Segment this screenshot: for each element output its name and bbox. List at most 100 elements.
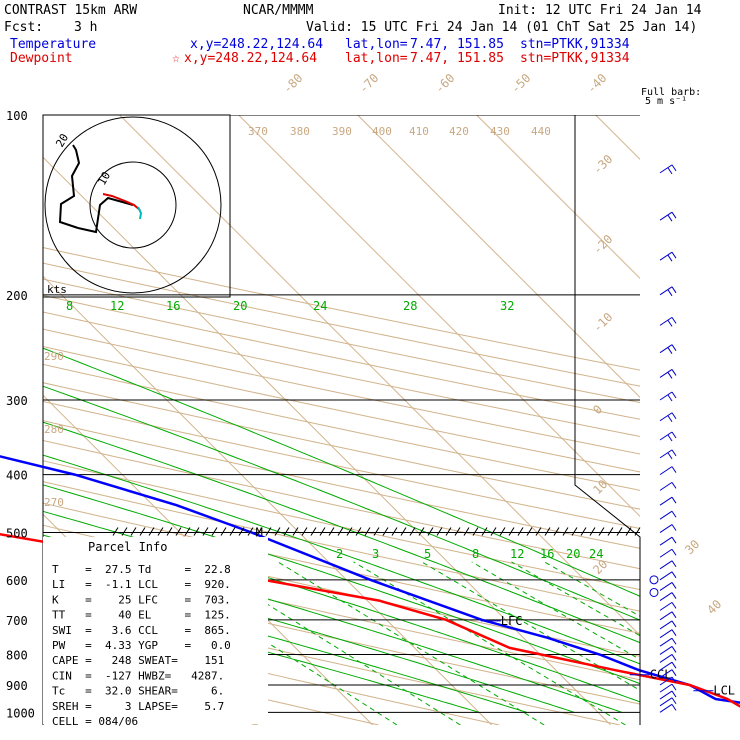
theta-label: 290 [44, 350, 64, 363]
parcel-row: CIN = -127 HWBZ= 4287. [52, 669, 224, 682]
wind-barb [659, 637, 677, 647]
freezing-hatch [346, 527, 353, 536]
freezing-hatch [229, 527, 236, 536]
freezing-hatch [319, 527, 326, 536]
freezing-hatch [454, 527, 461, 536]
dry-adiabat-line [43, 571, 640, 705]
freezing-hatch [175, 527, 182, 536]
freezing-hatch [544, 527, 551, 536]
theta-label: 420 [449, 125, 469, 138]
hodograph-ring-20 [44, 116, 222, 294]
freezing-hatch [301, 527, 308, 536]
freezing-hatch [328, 527, 335, 536]
wind-barb [659, 676, 677, 686]
hodograph-trace [58, 144, 81, 229]
plot-boundary [574, 115, 641, 725]
freezing-hatch [409, 527, 416, 536]
freezing-hatch [112, 527, 119, 536]
freezing-hatch [508, 527, 515, 536]
isotherm-label: -80 [280, 71, 305, 96]
wind-barb [659, 560, 677, 570]
moist-adiabat-label: 28 [403, 299, 417, 313]
mixing-ratio-label: 24 [589, 547, 603, 561]
dry-adiabat-line [43, 328, 640, 455]
parcel-row: SREH = 3 LAPSE= 5.7 [52, 700, 224, 713]
freezing-hatch [292, 527, 299, 536]
freezing-hatch [121, 527, 128, 536]
mixing-ratio-line [544, 561, 640, 617]
mixing-ratio-label: 8 [472, 547, 479, 561]
parcel-row: TT = 40 EL = 125. [52, 609, 231, 622]
parcel-row: T = 27.5 Td = 22.8 [52, 563, 231, 576]
dry-adiabat-line [43, 311, 640, 437]
isotherm-label: 0 [590, 402, 605, 417]
wind-barb [659, 690, 677, 700]
mixing-ratio-label: 5 [424, 547, 431, 561]
wind-barb [659, 669, 677, 679]
calm-wind-icon [649, 587, 659, 597]
freezing-hatch [517, 527, 524, 536]
freezing-hatch [589, 527, 596, 536]
freezing-hatch [481, 527, 488, 536]
freezing-hatch [283, 527, 290, 536]
pressure-tick-label: 100 [6, 109, 28, 123]
freezing-hatch [247, 527, 254, 536]
parcel-row: LI = -1.1 LCL = 920. [52, 578, 231, 591]
hodograph-frame [42, 114, 231, 298]
wind-barb [659, 316, 677, 327]
dewpoint-trace [0, 532, 740, 708]
freezing-hatch [634, 527, 641, 536]
freezing-hatch [391, 527, 398, 536]
freezing-hatch [580, 527, 587, 536]
dry-adiabat-line [43, 620, 500, 725]
moist-adiabat-label: 12 [110, 299, 124, 313]
wind-barb [659, 661, 677, 671]
pressure-tick-label: 700 [6, 614, 28, 628]
freezing-hatch [598, 527, 605, 536]
wind-barb [659, 581, 677, 591]
wind-barb [659, 611, 677, 621]
freezing-hatch [265, 527, 272, 536]
valid-time: Valid: 15 UTC Fri 24 Jan 14 (01 ChT Sat … [306, 20, 697, 35]
dry-adiabat-line [43, 481, 640, 612]
parcel-row: CAPE = 248 SWEAT= 151 [52, 654, 224, 667]
freezing-hatch [526, 527, 533, 536]
isotherm-line [357, 115, 640, 399]
wind-barb [659, 251, 677, 262]
wind-barb [659, 592, 677, 602]
dry-adiabat-line [43, 502, 640, 634]
parcel-row: CELL = 084/06 [52, 715, 145, 728]
barb-units: 5 m s⁻¹ [645, 96, 687, 107]
moist-adiabat-label: 24 [313, 299, 327, 313]
freezing-hatch [157, 527, 164, 536]
dry-adiabat-line [43, 262, 640, 387]
dry-adiabat-line [43, 595, 621, 725]
freezing-hatch [238, 527, 245, 536]
wind-barb [659, 449, 677, 460]
isotherm-label: -70 [356, 71, 381, 96]
freezing-hatch [256, 527, 263, 536]
wind-barb [659, 629, 677, 639]
isotherm-label: -40 [584, 71, 609, 96]
freezing-hatch [571, 527, 578, 536]
dewpoint-xy: x,y=248.22,124.64 [184, 51, 317, 66]
dewpoint-legend: Dewpoint [10, 51, 73, 66]
dry-adiabat-line [43, 278, 640, 404]
isotherm-line [0, 115, 16, 725]
wind-barb [659, 286, 677, 297]
marker-label: LCL [713, 684, 735, 698]
freezing-hatch [139, 527, 146, 536]
pressure-tick-label: 300 [6, 394, 28, 408]
pressure-tick-label: 800 [6, 648, 28, 662]
wind-barb [659, 703, 677, 713]
wind-barb [659, 466, 677, 476]
freezing-hatch [427, 527, 434, 536]
wind-barb [659, 571, 677, 581]
isotherm-line [119, 115, 640, 637]
moist-adiabat-label: 20 [233, 299, 247, 313]
theta-label: 410 [409, 125, 429, 138]
theta-label: 270 [44, 496, 64, 509]
parcel-row: K = 25 LFC = 703. [52, 593, 231, 606]
parcel-row: Tc = 32.0 SHEAR= 6. [52, 685, 224, 698]
